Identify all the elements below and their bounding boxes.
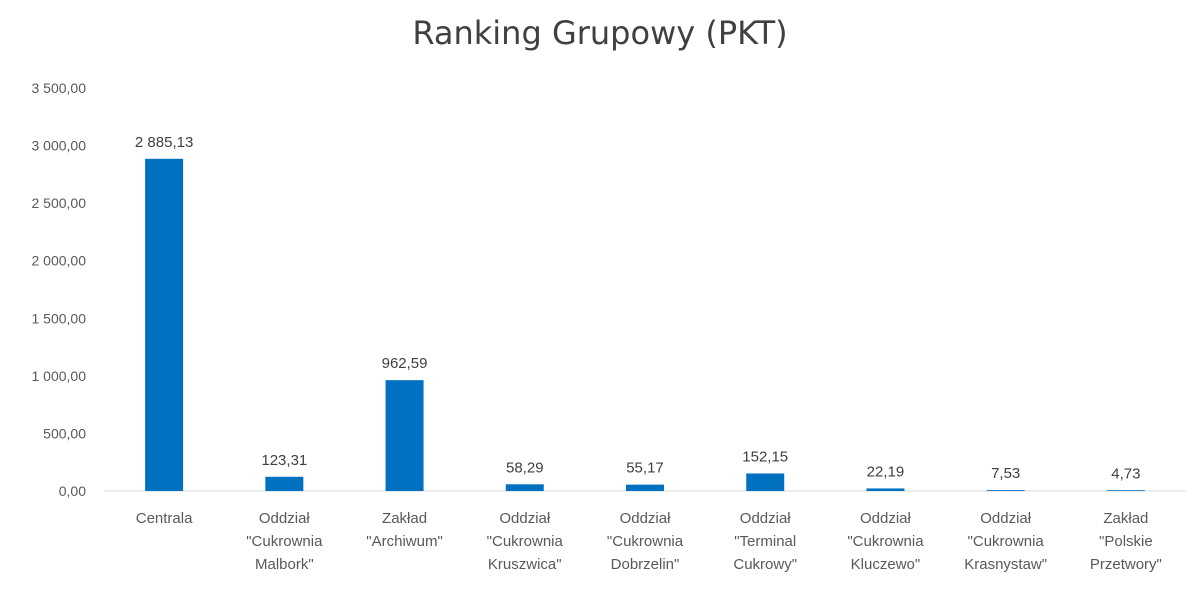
data-label: 58,29 — [506, 459, 544, 476]
category-label: "Cukrownia — [968, 533, 1045, 550]
data-label: 123,31 — [261, 452, 307, 469]
data-label: 55,17 — [626, 460, 664, 477]
category-label: Zakład — [1103, 510, 1148, 527]
bar — [626, 484, 664, 491]
category-label: "Terminal — [734, 533, 796, 550]
category-label: Oddział — [860, 510, 912, 527]
data-label: 22,19 — [867, 463, 905, 480]
bar — [505, 484, 544, 491]
category-label: Oddział — [259, 510, 311, 527]
category-label: "Polskie — [1099, 533, 1153, 550]
bar — [866, 488, 905, 491]
category-label: "Cukrownia — [847, 533, 924, 550]
bar — [265, 476, 304, 491]
category-label: Zakład — [382, 510, 427, 527]
category-label: Oddział — [980, 510, 1032, 527]
data-label: 962,59 — [382, 355, 428, 372]
data-label: 4,73 — [1111, 465, 1140, 482]
bar — [1106, 490, 1145, 491]
category-label: Przetwory" — [1090, 556, 1162, 573]
data-label: 152,15 — [742, 448, 788, 465]
category-label: Oddział — [620, 510, 672, 527]
bar — [986, 490, 1025, 491]
data-label: 7,53 — [991, 465, 1020, 482]
category-label: Oddział — [740, 510, 792, 527]
bar — [385, 380, 424, 491]
category-label: Cukrowy" — [733, 556, 797, 573]
y-tick-label: 500,00 — [43, 425, 86, 441]
y-tick-label: 0,00 — [59, 483, 86, 499]
bar — [746, 473, 785, 491]
category-label: Dobrzelin" — [611, 556, 680, 573]
category-label: "Cukrownia — [607, 533, 684, 550]
category-label: Krasnystaw" — [964, 556, 1047, 573]
chart-title: Ranking Grupowy (PKT) — [412, 14, 788, 52]
category-label: Malbork" — [255, 556, 314, 573]
category-label: Centrala — [136, 510, 193, 527]
category-label: Kluczewo" — [851, 556, 921, 573]
bar — [145, 158, 184, 491]
y-tick-label: 3 000,00 — [32, 138, 87, 154]
category-label: "Cukrownia — [487, 533, 564, 550]
data-label: 2 885,13 — [135, 134, 193, 151]
y-tick-label: 3 500,00 — [32, 80, 87, 96]
category-label: "Archiwum" — [366, 533, 443, 550]
y-tick-label: 2 500,00 — [32, 195, 87, 211]
category-label: Kruszwica" — [488, 556, 562, 573]
y-tick-label: 1 500,00 — [32, 310, 87, 326]
y-tick-label: 2 000,00 — [32, 253, 87, 269]
category-label: Oddział — [499, 510, 551, 527]
category-label: "Cukrownia — [246, 533, 323, 550]
y-tick-label: 1 000,00 — [32, 368, 87, 384]
